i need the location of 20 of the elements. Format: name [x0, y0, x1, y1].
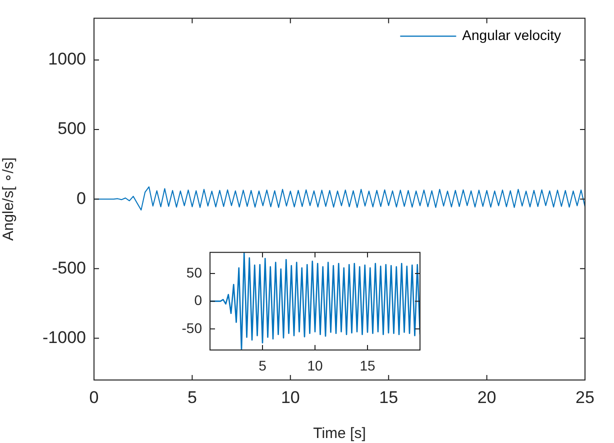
- x-tick-label: 5: [258, 357, 267, 374]
- x-tick-label: 15: [379, 388, 398, 407]
- x-tick-label: 20: [477, 388, 496, 407]
- x-tick-label: 5: [187, 388, 197, 407]
- y-tick-label: -50: [182, 320, 202, 336]
- x-tick-label: 10: [307, 357, 323, 374]
- x-axis-title: Time [s]: [313, 425, 366, 442]
- x-tick-label: 25: [576, 388, 594, 407]
- y-tick-label: 0: [76, 188, 86, 208]
- y-tick-label: 500: [58, 119, 86, 138]
- y-tick-label: -500: [52, 258, 86, 278]
- y-axis-title: Angle/s[ ∘/s]: [0, 158, 18, 241]
- x-tick-label: 10: [280, 388, 300, 407]
- legend-label: Angular velocity: [462, 27, 561, 44]
- y-tick-label: -1000: [42, 328, 86, 347]
- y-tick-label: 0: [194, 292, 202, 308]
- y-tick-label: 1000: [48, 50, 86, 69]
- x-tick-label: 15: [360, 357, 376, 374]
- x-tick-label: 0: [89, 388, 99, 407]
- y-tick-label: 50: [186, 264, 202, 280]
